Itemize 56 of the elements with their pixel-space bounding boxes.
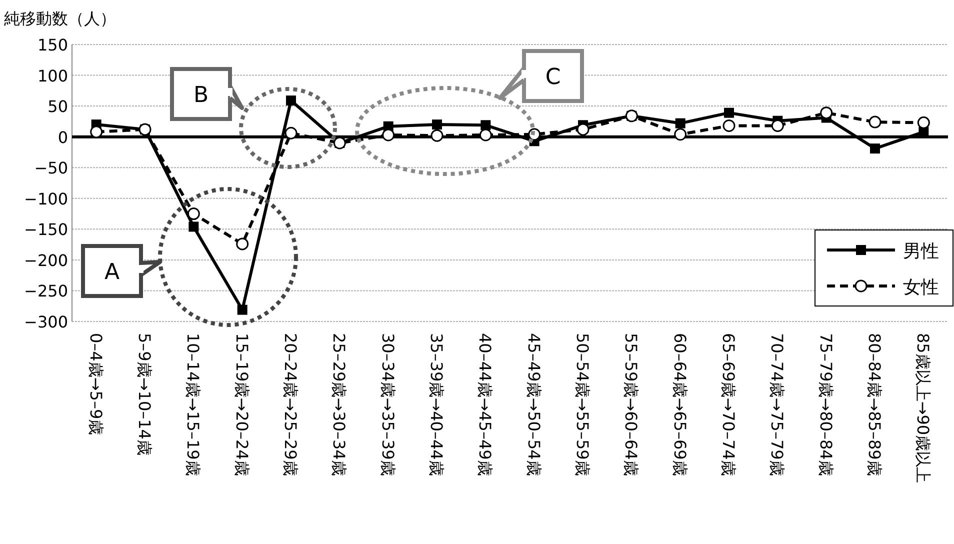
legend-label: 女性: [903, 277, 939, 298]
x-tick-label: 70–74歳→75–79歳: [768, 333, 787, 476]
point: [576, 123, 590, 136]
x-tick-label: 85歳以上→90歳以上: [914, 333, 933, 484]
y-tick-label: −250: [24, 282, 68, 301]
point: [430, 129, 444, 142]
x-tick-label: 40–44歳→45–49歳: [476, 333, 495, 476]
x-tick-label: 15–19歳→20–24歳: [232, 333, 252, 476]
point: [674, 128, 687, 141]
y-tick-label: −150: [24, 220, 68, 240]
point: [917, 116, 930, 129]
annotation: B: [193, 83, 209, 108]
x-tick-label: 75–79歳→80–84歳: [816, 333, 836, 476]
x-tick-label: 20–24歳→25–29歳: [281, 333, 300, 476]
point: [90, 126, 103, 138]
point: [479, 128, 492, 142]
y-tick-label: 150: [37, 36, 68, 54]
x-tick-label: 0–4歳→5–9歳: [86, 333, 106, 436]
y-tick-label: 0: [58, 128, 68, 147]
x-tick-label: 25–29歳→30–34歳: [330, 333, 349, 476]
x-tick-label: 5–9歳→10–14歳: [135, 333, 154, 456]
point: [382, 128, 395, 142]
x-tick-label: 80–84歳→85–89歳: [865, 333, 884, 476]
y-tick-label: 50: [48, 97, 68, 116]
point: [286, 96, 296, 106]
x-tick-label: 55–59歳→60–64歳: [622, 333, 641, 476]
x-tick-label: 45–49歳→50–54歳: [524, 333, 544, 476]
x-tick-label: 35–39歳→40–44歳: [427, 333, 446, 476]
y-tick-label: −300: [24, 312, 68, 332]
point: [675, 118, 686, 128]
y-tick-label: 100: [37, 66, 68, 86]
legend-label: 男性: [903, 241, 939, 262]
y-tick-label: −100: [24, 189, 68, 208]
point: [432, 120, 442, 130]
point: [870, 144, 880, 154]
point: [187, 208, 200, 220]
annotation: A: [104, 260, 120, 285]
point: [284, 126, 298, 140]
x-tick-label: 65–69歳→70–74歳: [719, 333, 738, 476]
x-tick-label: 60–64歳→65–69歳: [670, 333, 690, 476]
x-tick-label: 50–54歳→55–59歳: [573, 333, 592, 476]
point: [820, 106, 833, 120]
y-tick-label: −200: [24, 250, 68, 270]
point: [188, 222, 199, 232]
point: [236, 238, 249, 250]
point: [771, 120, 784, 132]
annotation: C: [545, 65, 561, 90]
point: [237, 304, 248, 315]
point: [868, 116, 882, 128]
x-tick-label: 30–34歳→35–39歳: [378, 333, 398, 476]
point: [722, 120, 736, 132]
x-tick-label: 10–14歳→15–19歳: [184, 333, 203, 476]
point: [724, 108, 734, 118]
y-axis-title: 純移動数（人）: [4, 9, 116, 28]
point: [480, 120, 491, 130]
y-tick-label: −50: [34, 158, 68, 178]
